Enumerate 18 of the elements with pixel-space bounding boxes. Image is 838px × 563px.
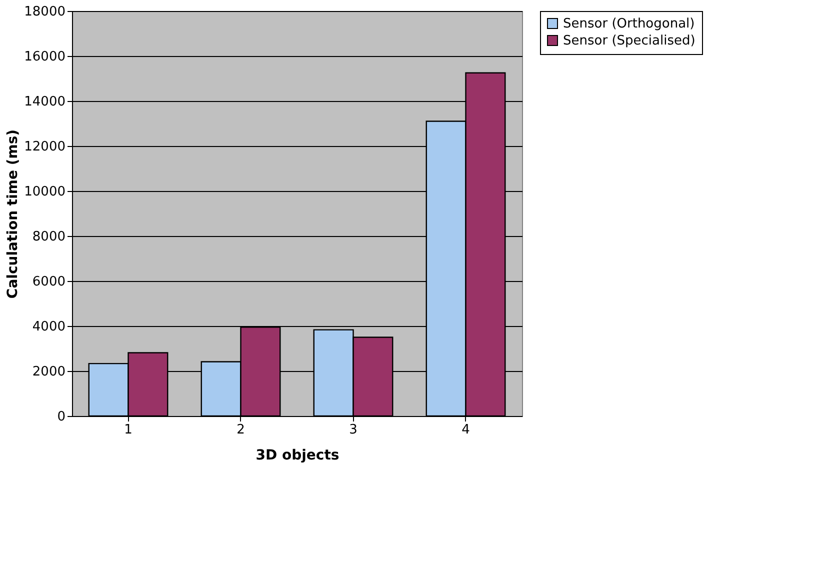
x-tick-label: 3 (349, 422, 358, 438)
legend-label: Sensor (Specialised) (563, 34, 696, 48)
y-tick-label: 10000 (24, 184, 66, 200)
y-axis-title: Calculation time (ms) (5, 129, 22, 299)
y-tick-label: 0 (57, 410, 66, 424)
y-tick-label: 2000 (32, 364, 66, 380)
x-tick-label: 2 (236, 422, 245, 438)
x-axis-title: 3D objects (256, 448, 340, 464)
y-tick-label: 8000 (32, 230, 66, 244)
legend-label: Sensor (Orthogonal) (563, 16, 695, 32)
y-tick-label: 6000 (32, 274, 66, 290)
x-tick-label: 4 (462, 422, 470, 438)
y-tick-label: 16000 (24, 50, 66, 64)
y-tick-label: 18000 (24, 4, 66, 20)
y-tick-label: 4000 (32, 320, 66, 334)
y-tick-label: 12000 (24, 140, 66, 154)
y-tick-label: 14000 (24, 94, 66, 110)
x-tick-label: 1 (124, 422, 132, 438)
